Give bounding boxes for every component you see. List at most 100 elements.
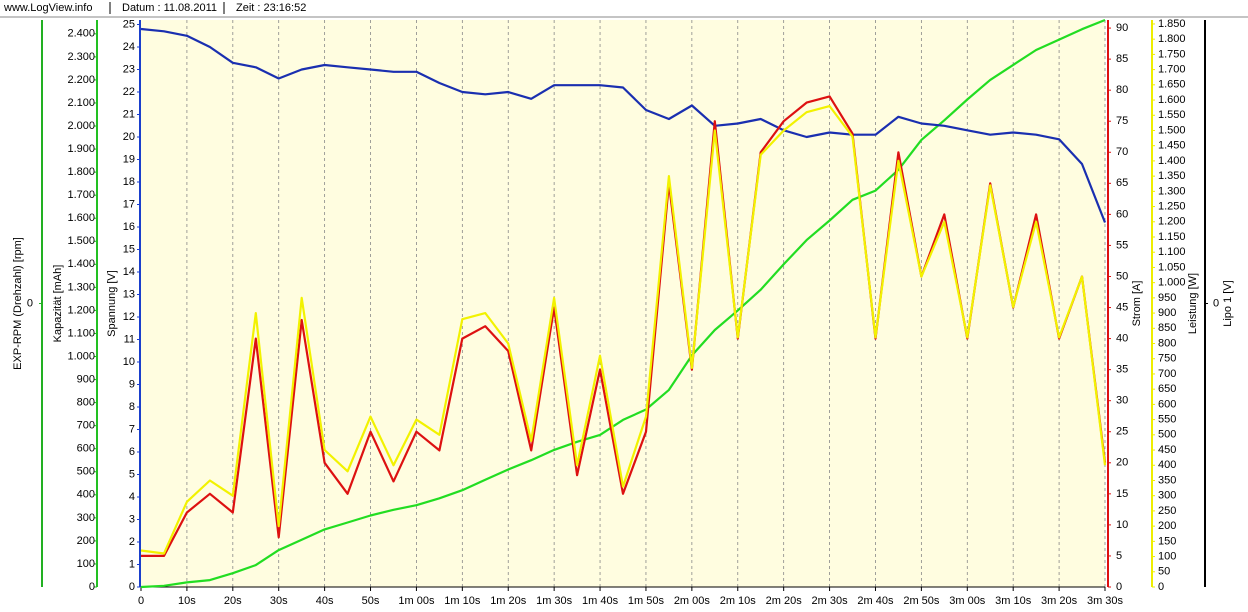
y-tick-label: 16 [123,221,135,233]
y-tick-label: 9 [129,378,135,390]
y-tick-label: 5 [129,468,135,480]
x-tick-label: 3m 10s [995,595,1032,607]
x-tick-label: 3m 00s [949,595,986,607]
y-tick-label: 750 [1158,353,1176,365]
y-tick-label: 85 [1116,53,1128,65]
y-tick-label: 17 [123,198,135,210]
y-tick-label: 2.200 [67,74,95,86]
y-tick-label: 22 [123,86,135,98]
y-tick-label: 24 [123,41,135,53]
date: Datum : 11.08.2011 [122,2,217,14]
y-tick-label: 80 [1116,84,1128,96]
y-tick-label: 60 [1116,208,1128,220]
y-tick-label: 1.100 [1158,246,1186,258]
axis-title: Spannung [V] [106,270,118,337]
y-tick-label: 700 [1158,368,1176,380]
y-tick-label: 1.150 [1158,231,1186,243]
y-tick-label: 2.400 [67,28,95,40]
y-tick-label: 8 [129,401,135,413]
axis-title: Kapazität [mAh] [52,265,64,343]
x-tick-label: 10s [178,595,196,607]
y-tick-label: 20 [123,131,135,143]
y-tick-label: 1.550 [1158,109,1186,121]
y-tick-label: 1 [129,558,135,570]
y-tick-label: 13 [123,288,135,300]
y-tick-label: 55 [1116,239,1128,251]
y-tick-label: 400 [1158,459,1176,471]
x-tick-label: 50s [362,595,380,607]
y-tick-label: 1.200 [1158,216,1186,228]
y-tick-label: 65 [1116,177,1128,189]
y-tick-label: 0 [129,581,135,593]
y-tick-label: 1.650 [1158,79,1186,91]
x-tick-label: 3m 30s [1087,595,1124,607]
x-tick-label: 1m 40s [582,595,619,607]
header: www.LogView.info Datum : 11.08.2011 Zeit… [3,2,306,14]
x-tick-label: 2m 20s [766,595,803,607]
y-tick-label: 7 [129,423,135,435]
y-tick-label: 1.500 [1158,124,1186,136]
y-tick-label: 5 [1116,550,1122,562]
x-tick-label: 1m 30s [536,595,573,607]
y-tick-label: 700 [77,420,95,432]
y-tick-label: 650 [1158,383,1176,395]
y-tick-label: 1.200 [67,304,95,316]
y-tick-label: 450 [1158,444,1176,456]
x-tick-label: 0 [138,595,144,607]
y-tick-label: 2.100 [67,97,95,109]
y-tick-label: 550 [1158,414,1176,426]
y-tick-label: 15 [1116,488,1128,500]
y-tick-label: 1.900 [67,143,95,155]
y-tick-label: 1.400 [1158,155,1186,167]
time: Zeit : 23:16:52 [236,2,306,14]
y-tick-label: 200 [77,535,95,547]
y-tick-label: 1.300 [67,281,95,293]
y-tick-label: 0 [27,297,33,309]
y-tick-label: 200 [1158,520,1176,532]
y-tick-label: 800 [77,397,95,409]
y-tick-label: 1.500 [67,235,95,247]
y-tick-label: 18 [123,176,135,188]
y-tick-label: 0 [1116,581,1122,593]
y-tick-label: 19 [123,153,135,165]
x-tick-label: 2m 40s [857,595,894,607]
y-tick-label: 50 [1158,566,1170,578]
series-line [140,27,1107,223]
y-tick-label: 21 [123,108,135,120]
axis-title: Leistung [W] [1187,273,1199,334]
y-tick-label: 1.450 [1158,140,1186,152]
y-tick-label: 1.400 [67,258,95,270]
x-tick-label: 2m 00s [674,595,711,607]
y-tick-label: 1.800 [1158,33,1186,45]
x-tick-label: 3m 20s [1041,595,1078,607]
x-tick-label: 2m 30s [812,595,849,607]
y-tick-label: 500 [1158,429,1176,441]
y-tick-label: 2.000 [67,120,95,132]
y-tick-label: 2.300 [67,51,95,63]
x-tick-label: 40s [316,595,334,607]
y-tick-label: 35 [1116,364,1128,376]
y-tick-label: 4 [129,491,135,503]
y-tick-label: 600 [77,443,95,455]
x-tick-label: 20s [224,595,242,607]
axis-title: Strom [A] [1131,281,1143,327]
y-tick-label: 10 [123,356,135,368]
y-tick-label: 1.050 [1158,261,1186,273]
y-tick-label: 850 [1158,322,1176,334]
axis-title: Lipo 1 [V] [1222,280,1234,326]
y-tick-label: 40 [1116,332,1128,344]
y-tick-label: 150 [1158,535,1176,547]
y-tick-label: 90 [1116,22,1128,34]
y-tick-label: 1.300 [1158,185,1186,197]
y-tick-label: 400 [77,489,95,501]
y-tick-label: 1.000 [67,350,95,362]
axis-title: EXP-RPM (Drehzahl) [rpm] [12,237,24,370]
y-tick-label: 10 [1116,519,1128,531]
y-tick-label: 1.000 [1158,277,1186,289]
y-tick-label: 0 [1158,581,1164,593]
y-tick-label: 23 [123,63,135,75]
y-tick-label: 45 [1116,301,1128,313]
y-tick-label: 3 [129,513,135,525]
y-tick-label: 300 [77,512,95,524]
